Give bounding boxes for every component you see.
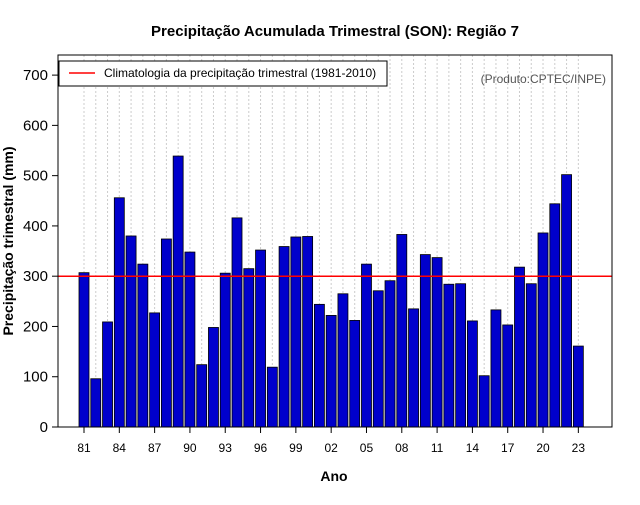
x-tick-label: 23 [572, 441, 586, 455]
y-tick-label: 200 [23, 318, 48, 335]
x-tick-label: 96 [254, 441, 268, 455]
bar-1988 [160, 238, 172, 428]
bar-1997 [266, 366, 278, 428]
bar-2020 [537, 232, 549, 428]
bar-2007 [384, 280, 396, 428]
x-tick-label: 81 [77, 441, 91, 455]
x-axis-label: Ano [320, 468, 347, 484]
bar-2023 [572, 345, 584, 428]
x-tick-label: 84 [113, 441, 127, 455]
x-tick-label: 17 [501, 441, 515, 455]
y-tick-label: 700 [23, 67, 48, 84]
bar-2022 [561, 174, 572, 428]
bar-1985 [125, 235, 137, 428]
legend-box [58, 60, 388, 87]
bar-1992 [208, 327, 219, 428]
bar-1984 [113, 197, 125, 428]
bar-2002 [325, 314, 337, 428]
y-axis: 0 100 200 300 400 500 600 700 [23, 67, 58, 436]
bars [78, 155, 584, 428]
bar-1994 [231, 217, 243, 428]
x-tick-label: 90 [183, 441, 197, 455]
chart-title: Precipitação Acumulada Trimestral (SON):… [151, 23, 519, 40]
bar-1995 [243, 268, 255, 428]
bar-1999 [290, 236, 302, 428]
chart-subtitle: (Produto:CPTEC/INPE) [481, 72, 606, 86]
y-tick-label: 100 [23, 369, 48, 386]
bar-1991 [196, 364, 208, 428]
bar-2014 [467, 320, 478, 428]
x-tick-label: 11 [431, 441, 444, 455]
x-tick-label: 20 [536, 441, 550, 455]
bar-1998 [278, 246, 290, 428]
x-axis: 81 84 87 90 93 96 99 02 05 08 11 14 17 20 23 [77, 427, 585, 455]
bar-2004 [349, 320, 361, 428]
x-tick-label: 08 [395, 441, 409, 455]
bar-2006 [372, 290, 384, 428]
bar-2008 [396, 234, 408, 428]
x-tick-label: 99 [289, 441, 303, 455]
bar-1986 [137, 263, 149, 428]
legend-label: Climatologia da precipitação trimestral … [104, 66, 376, 80]
bar-1993 [219, 272, 231, 428]
plot-frame [57, 54, 613, 428]
bar-2021 [549, 203, 561, 428]
bar-2000 [302, 236, 314, 428]
bar-1987 [149, 312, 161, 428]
bar-2003 [337, 293, 349, 428]
bar-1983 [102, 321, 113, 428]
y-tick-label: 500 [23, 168, 48, 185]
x-tick-label: 93 [219, 441, 233, 455]
y-tick-label: 600 [23, 117, 48, 134]
bar-2013 [455, 283, 467, 428]
bar-2011 [431, 257, 443, 428]
x-tick-label: 02 [324, 441, 338, 455]
bar-1981 [78, 272, 90, 428]
x-tick-label: 14 [466, 441, 480, 455]
bar-2005 [361, 263, 372, 428]
bar-2001 [313, 303, 325, 428]
x-tick-label: 05 [360, 441, 374, 455]
bar-2015 [478, 375, 490, 428]
bar-2012 [443, 283, 455, 428]
legend: Climatologia da precipitação trimestral … [58, 60, 388, 87]
y-axis-label: Precipitação trimestral (mm) [0, 146, 16, 335]
bar-2018 [514, 266, 525, 428]
bar-2019 [525, 283, 537, 428]
bar-2017 [502, 324, 514, 428]
bar-2016 [490, 309, 502, 428]
y-tick-label: 300 [23, 268, 48, 285]
y-tick-label: 0 [40, 419, 48, 436]
bar-1982 [90, 378, 102, 428]
bar-1989 [172, 155, 184, 428]
bar-2010 [419, 254, 431, 428]
bar-1990 [184, 251, 196, 428]
bar-2009 [408, 308, 419, 428]
x-tick-label: 87 [148, 441, 162, 455]
y-tick-label: 400 [23, 218, 48, 235]
